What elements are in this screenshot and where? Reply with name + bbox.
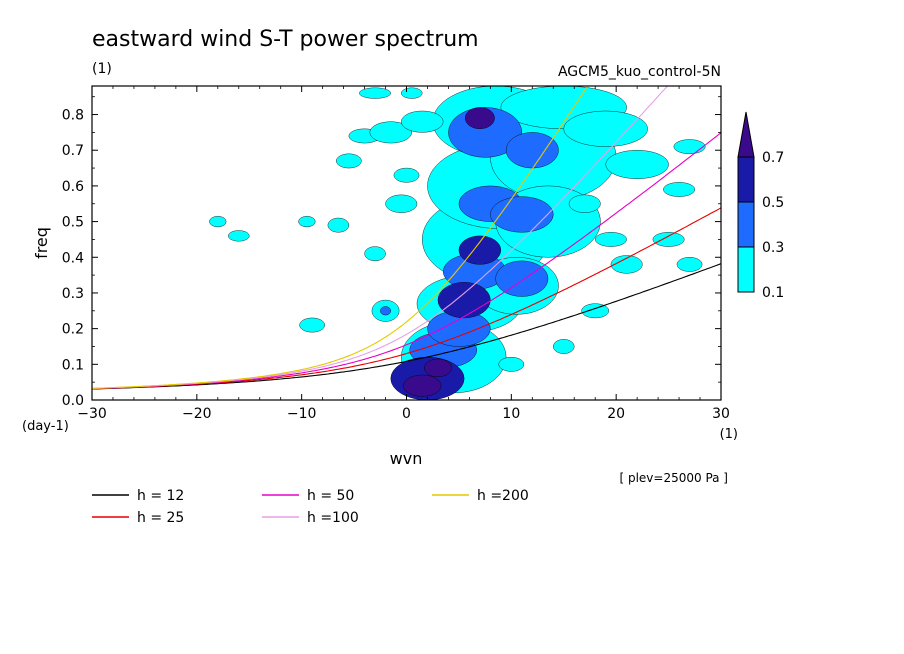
contour-blob bbox=[424, 358, 452, 378]
dispersion-curve-12 bbox=[92, 263, 721, 390]
y-tick-label: 0.2 bbox=[62, 322, 84, 338]
colorbar-label: 0.1 bbox=[762, 285, 784, 301]
contour-blob bbox=[581, 303, 610, 319]
contour-blob bbox=[498, 356, 525, 372]
legend-label: h = 12 bbox=[137, 488, 184, 504]
colorbar-segment bbox=[737, 201, 755, 248]
contour-blob bbox=[385, 194, 418, 213]
contour-blob bbox=[380, 306, 391, 316]
contour-blob bbox=[393, 167, 420, 183]
colorbar-label: 0.5 bbox=[762, 195, 784, 211]
contour-blob bbox=[495, 260, 549, 297]
x-tick-label: 20 bbox=[607, 406, 625, 422]
y-tick-label: 0.5 bbox=[62, 215, 84, 231]
x-tick-label: −20 bbox=[182, 406, 212, 422]
chart-subtitle-right: AGCM5_kuo_control-5N bbox=[558, 64, 721, 80]
contour-blob bbox=[369, 121, 412, 144]
contour-blob bbox=[437, 282, 491, 319]
x-axis-unit: (1) bbox=[720, 427, 738, 442]
contour-blob bbox=[401, 87, 423, 99]
y-tick-label: 0.8 bbox=[62, 108, 84, 124]
contour-blob bbox=[299, 317, 325, 333]
y-axis: 0.0 0.1 0.2 0.3 0.4 0.5 0.6 0.7 0.8 bbox=[62, 96, 721, 409]
x-tick-label: 0 bbox=[402, 406, 411, 422]
colorbar-label: 0.7 bbox=[762, 150, 784, 166]
chart-subtitle-left: (1) bbox=[92, 61, 112, 77]
contour-blob bbox=[458, 235, 502, 265]
contour-blob bbox=[505, 132, 559, 169]
contour-blob bbox=[228, 230, 250, 242]
y-tick-label: 0.0 bbox=[62, 393, 84, 409]
contour-blob bbox=[364, 246, 386, 262]
y-tick-label: 0.6 bbox=[62, 179, 84, 195]
contour-blob bbox=[553, 339, 575, 354]
chart-title: eastward wind S-T power spectrum bbox=[92, 27, 479, 52]
x-tick-label: −30 bbox=[77, 406, 107, 422]
contour-blob bbox=[610, 255, 643, 274]
dispersion-curve-200 bbox=[92, 86, 589, 389]
colorbar-label: 0.3 bbox=[762, 240, 784, 256]
x-tick-label: 30 bbox=[712, 406, 730, 422]
contour-blob bbox=[652, 232, 685, 247]
x-tick-label: 10 bbox=[502, 406, 520, 422]
legend-label: h =200 bbox=[477, 488, 529, 504]
contour-blob bbox=[465, 107, 495, 130]
x-tick-label: −10 bbox=[287, 406, 317, 422]
y-tick-label: 0.4 bbox=[62, 250, 84, 266]
contour-blob bbox=[595, 232, 627, 247]
contour-blob bbox=[676, 257, 703, 272]
contour-blob bbox=[336, 153, 362, 169]
pressure-annotation: [ plev=25000 Pa ] bbox=[619, 471, 728, 485]
legend-label: h = 25 bbox=[137, 510, 184, 526]
legend: h = 12 h = 25 h = 50 h =100 h =200 bbox=[92, 488, 529, 526]
x-axis: −30 −20 −10 0 10 20 30 bbox=[77, 86, 730, 422]
y-tick-label: 0.7 bbox=[62, 143, 84, 159]
dispersion-curves bbox=[92, 86, 721, 390]
y-tick-label: 0.3 bbox=[62, 286, 84, 302]
contour-blob bbox=[209, 216, 227, 228]
contour-blob bbox=[401, 110, 444, 133]
contour-blob bbox=[403, 374, 442, 397]
contour-blob bbox=[605, 150, 669, 179]
legend-label: h =100 bbox=[307, 510, 359, 526]
legend-label: h = 50 bbox=[307, 488, 354, 504]
contour-blob bbox=[568, 194, 601, 213]
colorbar-segment bbox=[737, 246, 755, 293]
y-axis-label: freq bbox=[32, 227, 51, 259]
colorbar-segment bbox=[737, 156, 755, 203]
contour-blob bbox=[327, 217, 350, 233]
colorbar-extend-triangle bbox=[737, 111, 755, 158]
y-tick-label: 0.1 bbox=[62, 357, 84, 373]
contour-blob bbox=[663, 182, 695, 197]
colorbar: 0.1 0.3 0.5 0.7 bbox=[737, 111, 784, 301]
contour-blob bbox=[563, 110, 648, 147]
contour-blob bbox=[298, 216, 316, 228]
contour-blob bbox=[673, 139, 706, 154]
x-axis-label: wvn bbox=[390, 449, 423, 468]
contour-blob bbox=[359, 87, 391, 99]
contour-fills bbox=[209, 86, 706, 400]
y-axis-unit: (day-1) bbox=[22, 419, 69, 434]
